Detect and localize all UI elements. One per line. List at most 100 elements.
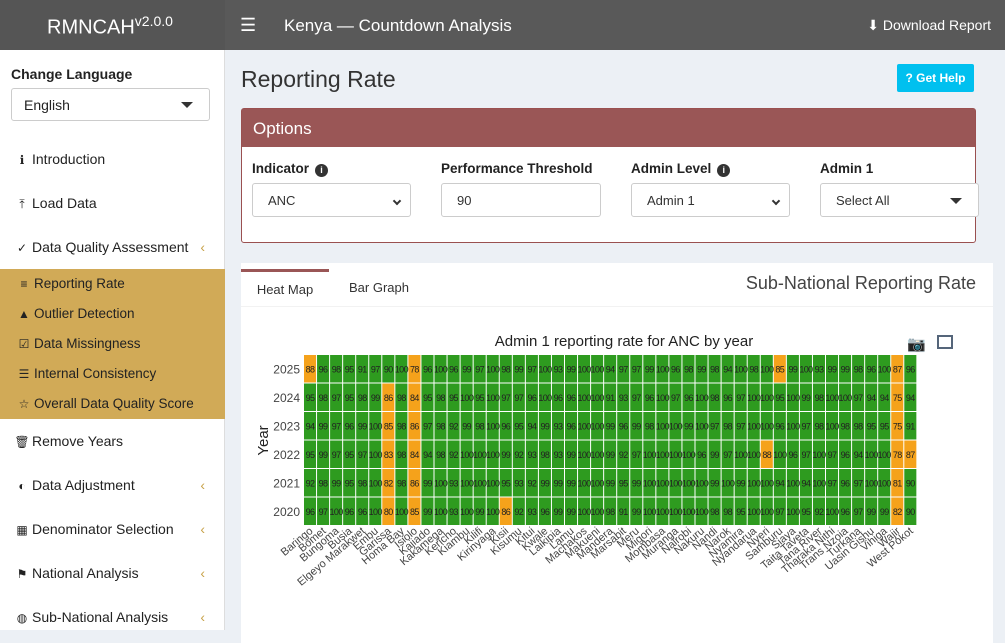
heatmap-cell <box>839 383 852 411</box>
heatmap-cell <box>669 440 682 468</box>
cell-value-label: 99 <box>632 421 641 431</box>
sidebar-item-data-missingness[interactable]: ☑ Data Missingness <box>0 329 225 359</box>
cell-value-label: 96 <box>541 507 550 517</box>
cell-value-label: 100 <box>369 450 383 460</box>
info-icon[interactable]: i <box>717 164 731 177</box>
heatmap-cell <box>460 440 473 468</box>
get-help-button[interactable]: ? Get Help <box>897 64 974 92</box>
cell-value-label: 98 <box>436 450 445 460</box>
threshold-label: Performance Threshold <box>441 161 593 176</box>
heatmap-cell <box>447 440 460 468</box>
cell-value-label: 100 <box>486 421 500 431</box>
cell-value-label: 100 <box>369 478 383 488</box>
heatmap-cell <box>747 440 760 468</box>
heatmap-cell <box>604 355 617 383</box>
heatmap-cell <box>421 383 434 411</box>
cell-value-label: 97 <box>802 450 811 460</box>
heatmap-cell <box>578 469 591 497</box>
app-brand[interactable]: RMNCAHv2.0.0 <box>0 0 225 50</box>
cell-value-label: 99 <box>880 507 889 517</box>
cell-value-label: 98 <box>397 421 406 431</box>
sidebar-item-national-analysis[interactable]: ⚑ National Analysis ‹ <box>0 558 225 588</box>
heatmap-cell <box>708 355 721 383</box>
cell-value-label: 96 <box>723 393 732 403</box>
cell-value-label: 96 <box>345 421 354 431</box>
sidebar-item-load-data[interactable]: ⤒ Load Data <box>0 188 225 218</box>
cell-value-label: 100 <box>369 421 383 431</box>
heatmap-cell <box>643 355 656 383</box>
cell-value-label: 99 <box>475 507 484 517</box>
cell-value-label: 75 <box>893 421 902 431</box>
cell-value-label: 98 <box>854 421 863 431</box>
heatmap-cell <box>356 355 369 383</box>
cell-value-label: 100 <box>682 450 696 460</box>
admin-level-select[interactable]: Admin 1 <box>631 183 790 217</box>
heatmap-cell <box>904 497 917 525</box>
heatmap-cell <box>369 412 382 440</box>
cell-value-label: 98 <box>749 364 758 374</box>
heatmap-cell <box>591 355 604 383</box>
download-report-button[interactable]: ⬇ Download Report <box>867 17 991 34</box>
info-circle-icon: ℹ <box>19 153 25 167</box>
cell-value-label: 98 <box>710 393 719 403</box>
sidebar-item-data-adjustment[interactable]: ◐ Data Adjustment ‹ <box>0 470 225 500</box>
tab-heat-map[interactable]: Heat Map <box>241 269 329 307</box>
language-select[interactable]: English <box>11 88 210 121</box>
tab-bar-graph[interactable]: Bar Graph <box>349 280 409 295</box>
cell-value-label: 92 <box>815 507 824 517</box>
heatmap-cell <box>695 440 708 468</box>
cell-value-label: 95 <box>423 393 432 403</box>
cell-value-label: 96 <box>306 507 315 517</box>
heatmap-cell <box>630 440 643 468</box>
cell-value-label: 100 <box>878 450 892 460</box>
sidebar-item-overall-data-quality-score[interactable]: ☆ Overall Data Quality Score <box>0 389 225 419</box>
check-circle-icon: ✓ <box>16 241 28 255</box>
heatmap-cell <box>538 440 551 468</box>
sidebar-item-sub-national-analysis[interactable]: ◍ Sub-National Analysis ‹ <box>0 602 225 632</box>
heatmap-cell <box>434 412 447 440</box>
sidebar-item-denominator-selection[interactable]: ▦ Denominator Selection ‹ <box>0 514 225 544</box>
y-tick-label: 2021 <box>273 476 300 490</box>
heatmap-cell <box>512 469 525 497</box>
cell-value-label: 91 <box>606 393 615 403</box>
cell-value-label: 98 <box>723 507 732 517</box>
cell-value-label: 100 <box>656 364 670 374</box>
cell-value-label: 96 <box>501 421 510 431</box>
admin1-select[interactable]: Select All <box>820 183 979 217</box>
heatmap-cell <box>891 469 904 497</box>
heatmap-cell <box>473 440 486 468</box>
table-icon[interactable] <box>937 335 953 349</box>
heatmap-chart: Admin 1 reporting rate for ANC by year 📷 Y… <box>255 333 953 589</box>
sidebar-item-label: Reporting Rate <box>34 276 125 291</box>
heatmap-cell <box>656 497 669 525</box>
threshold-input[interactable]: 90 <box>441 183 601 217</box>
info-icon[interactable]: i <box>315 164 329 177</box>
sidebar-item-label: Overall Data Quality Score <box>34 396 194 411</box>
caret-down-icon <box>181 102 193 108</box>
heatmap-cell <box>643 497 656 525</box>
sidebar-item-data-quality-assessment[interactable]: ✓ Data Quality Assessment ‹ <box>0 232 225 262</box>
sidebar-item-label: Data Missingness <box>34 336 141 351</box>
heatmap-cell <box>395 440 408 468</box>
heatmap-cell <box>304 440 317 468</box>
heatmap-cell <box>734 412 747 440</box>
sidebar-item-reporting-rate[interactable]: ≡ Reporting Rate <box>0 269 225 299</box>
cell-value-label: 99 <box>606 478 615 488</box>
cell-value-label: 97 <box>632 393 641 403</box>
sidebar-item-remove-years[interactable]: 🗑 Remove Years <box>0 426 225 456</box>
cell-value-label: 86 <box>501 507 510 517</box>
cell-value-label: 98 <box>475 421 484 431</box>
cell-value-label: 99 <box>788 364 797 374</box>
cell-value-label: 97 <box>319 507 328 517</box>
cell-value-label: 99 <box>567 507 576 517</box>
camera-icon[interactable]: 📷 <box>907 336 926 353</box>
sidebar-toggle-icon[interactable]: ☰ <box>240 15 257 35</box>
indicator-select[interactable]: ANC <box>252 183 411 217</box>
heatmap-cell <box>695 355 708 383</box>
heatmap-cell <box>812 383 825 411</box>
heatmap-cell <box>643 412 656 440</box>
sidebar-item-outlier-detection[interactable]: ▲ Outlier Detection <box>0 299 225 329</box>
heatmap-cell <box>473 383 486 411</box>
sidebar-item-introduction[interactable]: ℹ Introduction <box>0 144 225 174</box>
sidebar-item-internal-consistency[interactable]: ☰ Internal Consistency <box>0 359 225 389</box>
